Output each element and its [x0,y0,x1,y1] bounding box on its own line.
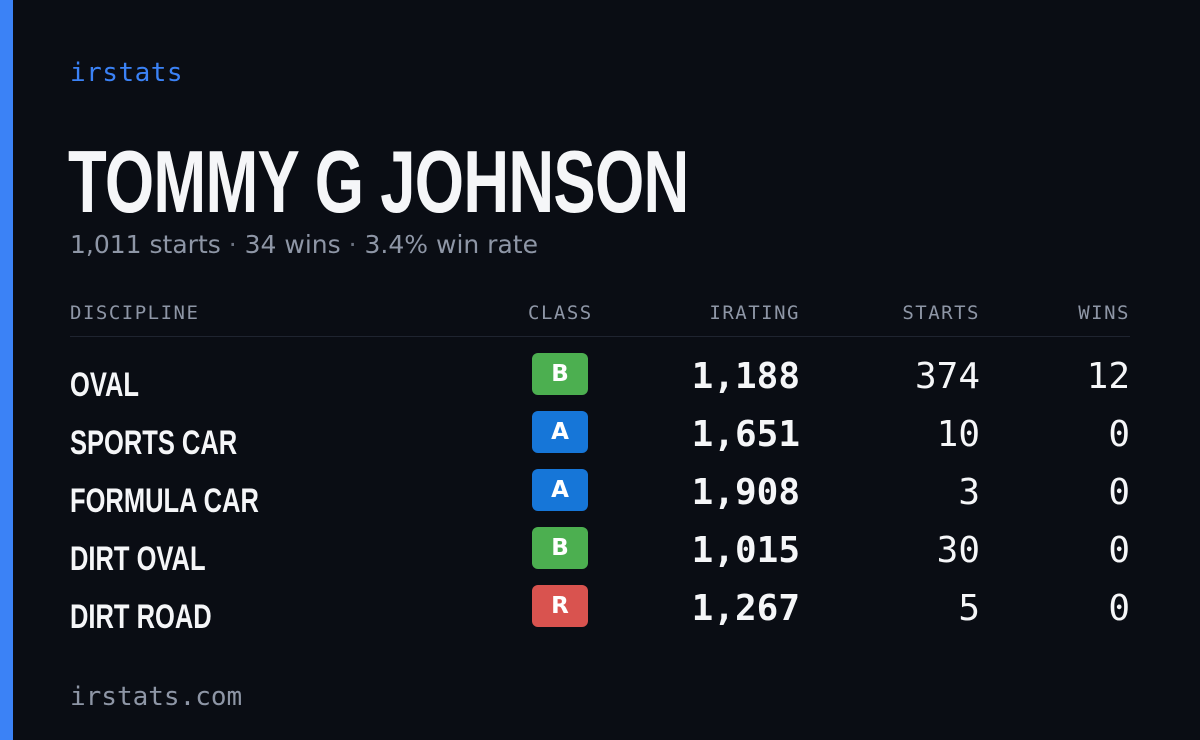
class-badge: B [532,527,588,569]
irating-value: 1,908 [691,472,800,513]
player-name: TOMMY G JOHNSON [68,132,689,231]
table-row: FORMULA CAR A 1,908 3 0 [70,469,1130,527]
starts-value: 5 [958,588,980,629]
wins-value: 0 [1108,472,1130,513]
discipline-name: OVAL [70,366,139,404]
starts-value: 30 [936,530,980,571]
footer-url-link[interactable]: irstats.com [70,682,243,712]
starts-value: 374 [914,356,980,397]
discipline-name: SPORTS CAR [70,424,238,462]
wins-value: 0 [1108,414,1130,455]
separator: · [228,230,237,259]
starts-summary: 1,011 starts [70,230,221,259]
column-header-discipline: DISCIPLINE [70,302,200,324]
stats-table: DISCIPLINE CLASS IRATING STARTS WINS OVA… [70,298,1130,643]
table-row: DIRT ROAD R 1,267 5 0 [70,585,1130,643]
discipline-name: DIRT OVAL [70,540,206,578]
wins-value: 0 [1108,530,1130,571]
column-header-class: CLASS [528,302,593,324]
starts-value: 10 [936,414,980,455]
table-row: DIRT OVAL B 1,015 30 0 [70,527,1130,585]
class-badge: R [532,585,588,627]
irating-value: 1,267 [691,588,800,629]
class-badge: A [532,411,588,453]
wins-summary: 34 wins [244,230,341,259]
starts-value: 3 [958,472,980,513]
irating-value: 1,015 [691,530,800,571]
column-header-wins: WINS [1078,302,1130,324]
discipline-name: FORMULA CAR [70,482,259,520]
table-row: OVAL B 1,188 374 12 [70,353,1130,411]
column-header-starts: STARTS [902,302,980,324]
class-badge: B [532,353,588,395]
discipline-name: DIRT ROAD [70,598,212,636]
column-header-irating: IRATING [709,302,800,324]
table-body: OVAL B 1,188 374 12 SPORTS CAR A 1,651 1… [70,353,1130,643]
wins-value: 12 [1086,356,1130,397]
irating-value: 1,651 [691,414,800,455]
irating-value: 1,188 [691,356,800,397]
brand-logo-text: irstats [70,58,184,88]
table-row: SPORTS CAR A 1,651 10 0 [70,411,1130,469]
accent-bar [0,0,13,740]
separator: · [348,230,357,259]
table-header: DISCIPLINE CLASS IRATING STARTS WINS [70,298,1130,337]
win-rate-summary: 3.4% win rate [364,230,538,259]
player-summary: 1,011 starts · 34 wins · 3.4% win rate [70,228,538,262]
class-badge: A [532,469,588,511]
wins-value: 0 [1108,588,1130,629]
